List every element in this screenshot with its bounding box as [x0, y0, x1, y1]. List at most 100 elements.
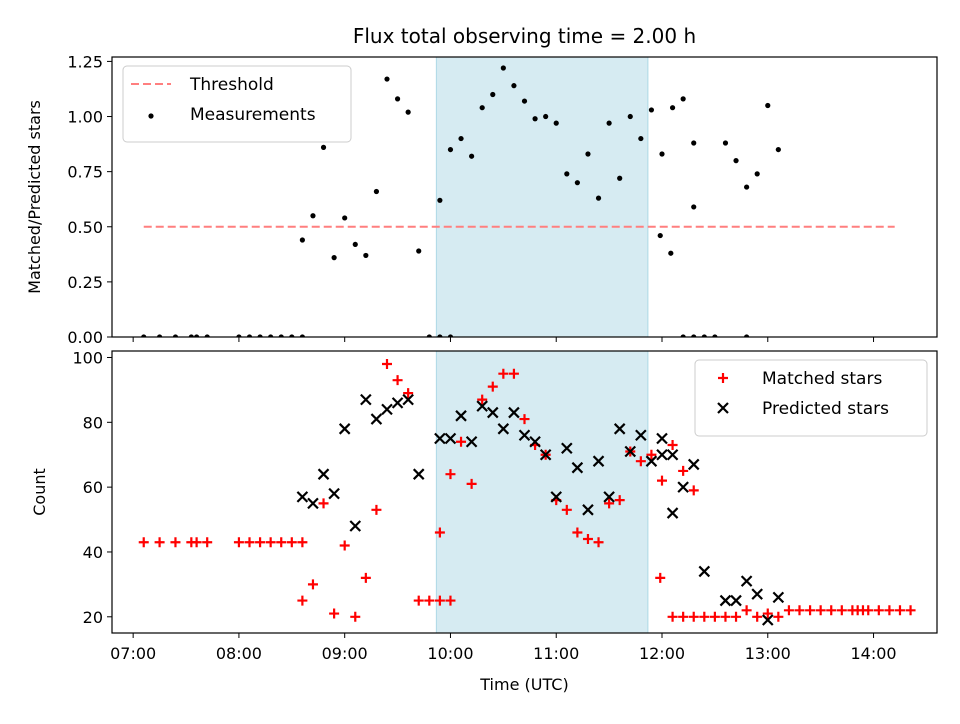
data-point	[606, 120, 612, 126]
data-point	[604, 498, 615, 509]
data-point	[434, 432, 446, 445]
data-point	[394, 96, 401, 102]
data-point	[783, 605, 794, 616]
data-point	[635, 429, 647, 442]
data-point	[550, 491, 563, 503]
data-point	[424, 595, 435, 606]
data-point	[329, 608, 340, 619]
data-point	[688, 485, 699, 496]
data-point	[656, 448, 668, 461]
y-tick-label: 1.00	[67, 108, 103, 127]
legend-x-swatch	[717, 402, 729, 414]
data-point	[338, 423, 351, 435]
data-point	[456, 436, 467, 447]
data-point	[894, 605, 905, 616]
axes-frame	[111, 350, 938, 634]
data-point	[571, 461, 584, 474]
legend-label: Matched stars	[762, 369, 882, 389]
data-point	[698, 565, 711, 578]
data-point	[772, 591, 785, 604]
data-point	[680, 96, 686, 102]
data-point	[646, 449, 657, 460]
data-point	[466, 478, 477, 489]
data-point	[437, 334, 443, 337]
data-point	[762, 608, 773, 619]
data-point	[678, 465, 689, 476]
data-point	[519, 414, 530, 425]
series-measurements	[141, 65, 781, 337]
data-point	[278, 334, 284, 337]
data-point	[561, 442, 573, 455]
data-point	[794, 605, 805, 616]
data-point	[627, 113, 633, 120]
data-point	[170, 537, 181, 548]
data-point	[487, 381, 498, 392]
data-point	[402, 393, 414, 406]
x-tick-label: 07:00	[110, 644, 156, 663]
data-point	[709, 611, 720, 622]
data-point	[655, 572, 666, 583]
data-point	[678, 611, 689, 622]
data-point	[371, 504, 382, 515]
data-point	[719, 594, 732, 607]
plot-area	[138, 358, 916, 626]
data-point	[592, 455, 605, 467]
data-point	[751, 588, 763, 600]
data-point	[204, 334, 210, 337]
data-point	[744, 334, 750, 337]
series-matched-stars	[138, 358, 916, 622]
data-point	[593, 537, 604, 548]
data-point	[497, 423, 510, 435]
data-point	[296, 491, 309, 503]
data-point	[360, 572, 371, 583]
data-point	[434, 595, 445, 606]
data-point	[276, 537, 287, 548]
x-axis-label: Time (UTC)	[479, 675, 568, 694]
data-point	[405, 109, 411, 115]
data-point	[202, 537, 213, 548]
data-point	[373, 188, 380, 195]
data-point	[744, 184, 750, 190]
legend-label: Predicted stars	[762, 399, 889, 419]
data-point	[518, 429, 531, 442]
y-tick-label: 60	[83, 478, 103, 497]
data-point	[669, 105, 676, 111]
data-point	[873, 605, 884, 616]
data-point	[543, 113, 549, 120]
data-point	[299, 334, 305, 337]
data-point	[154, 537, 165, 548]
data-point	[363, 252, 369, 259]
data-point	[775, 146, 781, 153]
data-point	[141, 334, 147, 337]
data-point	[666, 448, 679, 461]
data-point	[360, 393, 372, 406]
data-point	[863, 605, 874, 616]
data-point	[539, 448, 552, 461]
data-point	[667, 440, 678, 450]
data-point	[445, 595, 456, 606]
data-point	[765, 102, 771, 109]
y-tick-label: 0.75	[67, 163, 103, 182]
y-tick-label: 100	[72, 348, 103, 367]
x-tick-label: 13:00	[745, 644, 791, 663]
data-point	[754, 171, 760, 177]
data-point	[246, 334, 253, 337]
data-point	[286, 537, 297, 548]
data-point	[572, 527, 583, 538]
data-point	[307, 579, 318, 590]
legend-box	[694, 359, 928, 437]
data-point	[477, 394, 488, 405]
data-point	[836, 605, 847, 616]
data-point	[444, 432, 457, 445]
data-point	[701, 334, 707, 337]
data-point	[244, 537, 255, 548]
data-point	[188, 334, 194, 337]
data-point	[508, 406, 520, 419]
data-point	[740, 575, 753, 587]
data-point	[307, 497, 319, 510]
data-point	[826, 605, 837, 616]
data-point	[667, 611, 678, 622]
data-point	[648, 107, 655, 113]
